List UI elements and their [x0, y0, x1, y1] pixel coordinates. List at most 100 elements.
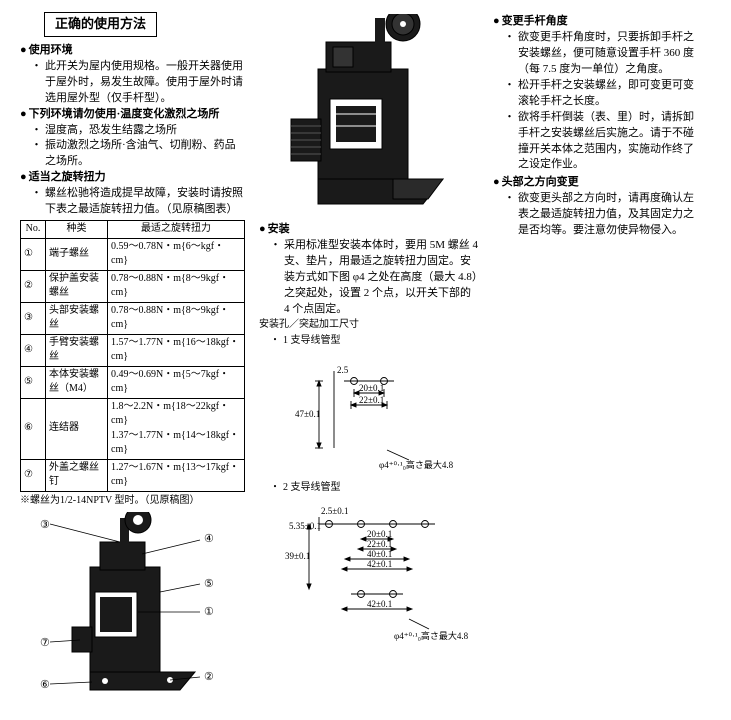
bullet-hollow-icon: ・	[504, 110, 515, 174]
angle-item: ・欲变更手杆角度时，只要拆卸手杆之安装螺丝，便可随意设置手杆 360 度（每 7…	[504, 30, 703, 78]
install-body: ・ 采用标准型安装本体时，要用 5M 螺丝 4 支、垫片，用最适之旋转扭力固定。…	[270, 238, 479, 318]
cell-kind: 连结器	[46, 398, 108, 459]
bullet-hollow-icon: ・	[270, 481, 280, 496]
env-body-text: 此开关为屋内使用规格。一般开关器使用于屋外时，易发生故障。使用于屋外时请选用屋外…	[45, 59, 245, 107]
variant1-label: ・ 1 支导线管型	[270, 334, 479, 349]
prohibit-heading-text: 下列环境请勿使用·温度变化激烈之场所	[29, 107, 245, 123]
cell-torque: 1.8～2.2N・m{18～22kgf・cm} 1.37～1.77N・m{14～…	[108, 398, 245, 459]
prohibit-item-text: 湿度高，恐发生结露之场所	[45, 123, 245, 139]
bullet-hollow-icon: ・	[504, 78, 515, 110]
torque-table: No. 种类 最适之旋转扭力 ①端子螺丝0.59～0.78N・m{6～kgf・c…	[20, 220, 245, 492]
env-heading-text: 使用环境	[29, 43, 245, 59]
table-row: ⑥连结器1.8～2.2N・m{18～22kgf・cm} 1.37～1.77N・m…	[21, 398, 245, 459]
bullet-hollow-icon: ・	[270, 238, 281, 318]
cell-torque: 0.78～0.88N・m{8～9kgf・cm}	[108, 302, 245, 334]
torque-heading-text: 适当之旋转扭力	[29, 170, 245, 186]
install-heading: ● 安装	[259, 222, 479, 238]
mounting-dims-1: 2.5 20±0.1 22±0.1 47±0.1 φ4⁺⁰·¹₀高さ最大4.8	[259, 353, 479, 473]
th-torque: 最适之旋转扭力	[108, 221, 245, 239]
variant1-text: 1 支导线管型	[283, 334, 479, 349]
center-column: ● 安装 ・ 采用标准型安装本体时，要用 5M 螺丝 4 支、垫片，用最适之旋转…	[259, 10, 479, 710]
cell-no: ⑥	[21, 398, 46, 459]
cell-torque: 0.78～0.88N・m{8～9kgf・cm}	[108, 270, 245, 302]
dim-a: 2.5±0.1	[321, 506, 348, 516]
table-row: ①端子螺丝0.59～0.78N・m{6～kgf・cm}	[21, 238, 245, 270]
table-row: ③头部安装螺丝0.78～0.88N・m{8～9kgf・cm}	[21, 302, 245, 334]
callout-7: ⑦	[40, 637, 50, 649]
bullet-hollow-icon: ・	[504, 191, 515, 239]
table-row: ⑤本体安装螺丝（M4）0.49～0.69N・m{5～7kgf・cm}	[21, 366, 245, 398]
head-body: ・ 欲变更头部之方向时，请再度确认左表之最适旋转扭力值，及其固定力之是否均等。要…	[504, 191, 703, 239]
angle-item-text: 欲将手杆倒装（表、里）时，请拆卸手杆之安装螺丝后实施之。请于不碰撞开关本体之范围…	[518, 110, 703, 174]
bullet-solid-icon: ●	[20, 43, 27, 59]
cell-kind: 本体安装螺丝（M4）	[46, 366, 108, 398]
cell-torque: 0.49～0.69N・m{5～7kgf・cm}	[108, 366, 245, 398]
env-heading: ● 使用环境	[20, 43, 245, 59]
angle-item: ・欲将手杆倒装（表、里）时，请拆卸手杆之安装螺丝后实施之。请于不碰撞开关本体之范…	[504, 110, 703, 174]
mounting-dims-2: 2.5±0.1 5.35±0.1 20±0.1 22±0.1 40±0.1 42…	[259, 499, 479, 649]
dim-h: 47±0.1	[295, 409, 320, 419]
bullet-solid-icon: ●	[493, 175, 500, 191]
cell-no: ①	[21, 238, 46, 270]
angle-item-text: 松开手杆之安装螺丝，即可变更可变滚轮手杆之长度。	[518, 78, 703, 110]
cell-no: ②	[21, 270, 46, 302]
dim-f: 42±0.1	[367, 559, 392, 569]
dim-c: 22±0.1	[359, 395, 384, 405]
prohibit-item-text: 振动激烈之场所·含油气、切削粉、药品之场所。	[45, 138, 245, 170]
install-body-text: 采用标准型安装本体时，要用 5M 螺丝 4 支、垫片，用最适之旋转扭力固定。安装…	[284, 238, 479, 318]
dim-d: 5.35±0.1	[289, 521, 321, 531]
cell-no: ⑤	[21, 366, 46, 398]
table-footnote: ※螺丝为1/2-14NPTV 型时。（见原稿图）	[20, 494, 245, 509]
cell-kind: 端子螺丝	[46, 238, 108, 270]
bullet-solid-icon: ●	[20, 107, 27, 123]
switch-body-icon	[72, 512, 195, 690]
dim-e: 40±0.1	[367, 549, 392, 559]
cell-torque: 0.59～0.78N・m{6～kgf・cm}	[108, 238, 245, 270]
dim-b: 20±0.1	[359, 383, 384, 393]
dim-note: φ4⁺⁰·¹₀高さ最大4.8	[379, 459, 454, 470]
bullet-solid-icon: ●	[20, 170, 27, 186]
dim-b: 20±0.1	[367, 529, 392, 539]
angle-heading: ● 变更手杆角度	[493, 14, 703, 30]
variant2-label: ・ 2 支导线管型	[270, 481, 479, 496]
cell-no: ⑦	[21, 459, 46, 491]
table-row: ⑦外盖之螺丝钉1.27～1.67N・m{13～17kgf・cm}	[21, 459, 245, 491]
right-column: ● 变更手杆角度 ・欲变更手杆角度时，只要拆卸手杆之安装螺丝，便可随意设置手杆 …	[493, 10, 703, 710]
angle-heading-text: 变更手杆角度	[502, 14, 703, 30]
switch-iso-icon	[291, 14, 443, 204]
callout-1: ①	[204, 606, 214, 618]
angle-item: ・松开手杆之安装螺丝，即可变更可变滚轮手杆之长度。	[504, 78, 703, 110]
bullet-hollow-icon: ・	[31, 59, 42, 107]
cell-torque: 1.57～1.77N・m{16～18kgf・cm}	[108, 334, 245, 366]
variant2-text: 2 支导线管型	[283, 481, 479, 496]
install-heading-text: 安装	[268, 222, 479, 238]
dim-a: 2.5	[337, 365, 349, 375]
torque-heading: ● 适当之旋转扭力	[20, 170, 245, 186]
torque-body-text: 螺丝松驰将造成提早故障，安装时请按照下表之最适旋转扭力值。（见原稿图表）	[45, 186, 245, 218]
dim-note: φ4⁺⁰·¹₀高さ最大4.8	[394, 630, 469, 641]
angle-item-text: 欲变更手杆角度时，只要拆卸手杆之安装螺丝，便可随意设置手杆 360 度（每 7.…	[518, 30, 703, 78]
callout-6: ⑥	[40, 679, 50, 691]
cell-torque: 1.27～1.67N・m{13～17kgf・cm}	[108, 459, 245, 491]
env-body: ・ 此开关为屋内使用规格。一般开关器使用于屋外时，易发生故障。使用于屋外时请选用…	[31, 59, 245, 107]
bullet-hollow-icon: ・	[270, 334, 280, 349]
dim-g: 39±0.1	[285, 551, 310, 561]
cell-kind: 手臂安装螺丝	[46, 334, 108, 366]
left-column: 正确的使用方法 ● 使用环境 ・ 此开关为屋内使用规格。一般开关器使用于屋外时，…	[20, 10, 245, 710]
dim-c: 22±0.1	[367, 539, 392, 549]
cell-kind: 头部安装螺丝	[46, 302, 108, 334]
callout-5: ⑤	[204, 578, 214, 590]
prohibit-item: ・湿度高，恐发生结露之场所	[31, 123, 245, 139]
head-body-text: 欲变更头部之方向时，请再度确认左表之最适旋转扭力值，及其固定力之是否均等。要注意…	[518, 191, 703, 239]
bullet-solid-icon: ●	[259, 222, 266, 238]
bullet-hollow-icon: ・	[504, 30, 515, 78]
dim-h: 42±0.1	[367, 599, 392, 609]
cell-no: ③	[21, 302, 46, 334]
bullet-hollow-icon: ・	[31, 123, 42, 139]
th-no: No.	[21, 221, 46, 239]
bullet-solid-icon: ●	[493, 14, 500, 30]
product-illustration	[263, 14, 479, 214]
cell-kind: 保护盖安装螺丝	[46, 270, 108, 302]
cell-no: ④	[21, 334, 46, 366]
table-row: ②保护盖安装螺丝0.78～0.88N・m{8～9kgf・cm}	[21, 270, 245, 302]
